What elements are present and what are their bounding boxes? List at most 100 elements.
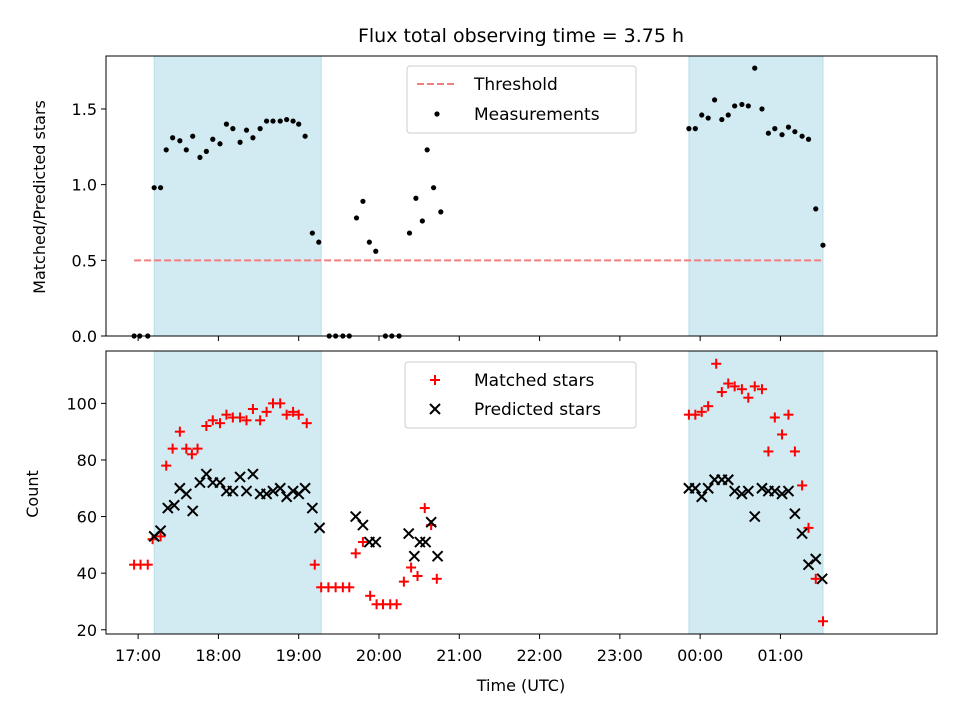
predicted-star-point (802, 558, 815, 571)
predicted-star-stroke-b (802, 558, 815, 571)
matched-star-point (690, 409, 701, 420)
matched-star-point (769, 412, 780, 423)
measurement-point (719, 116, 725, 123)
predicted-star-stroke-b (696, 491, 708, 503)
matched-stars-series (129, 358, 828, 627)
measurement-point (309, 230, 315, 236)
measurement-point (366, 239, 372, 245)
predicted-star-stroke-b (689, 482, 702, 494)
matched-star-point (763, 446, 774, 457)
top-x-axis-ticks (137, 336, 781, 341)
predicted-star-stroke-b (736, 488, 748, 500)
predicted-star-point (200, 468, 213, 480)
predicted-star-stroke-b (247, 468, 259, 480)
measurement-point (424, 147, 430, 153)
predicted-star-point (431, 550, 444, 562)
predicted-stars-series (148, 468, 828, 585)
measurement-point (302, 133, 308, 139)
measurement-point (230, 126, 236, 132)
matched-star-point (255, 415, 266, 426)
y-tick-label: 20 (77, 621, 97, 640)
predicted-star-stroke-b (274, 482, 286, 494)
predicted-star-point (702, 482, 714, 494)
measurement-point (419, 218, 425, 224)
matched-star-point (406, 562, 417, 573)
chart-title: Flux total observing time = 3.75 h (358, 25, 684, 47)
predicted-star-stroke-b (187, 505, 199, 517)
measurement-point (705, 115, 711, 121)
measurement-point (210, 136, 216, 142)
matched-star-point (391, 599, 402, 610)
matched-star-point (736, 384, 747, 395)
matched-star-point (789, 446, 800, 457)
predicted-star-stroke-b (776, 488, 788, 500)
legend-threshold-label: Threshold (473, 75, 558, 95)
predicted-star-point (267, 485, 279, 497)
measurement-point (270, 118, 276, 124)
predicted-star-point (722, 474, 734, 486)
measurement-point (765, 130, 771, 136)
matched-star-point (797, 480, 808, 491)
measurement-point (745, 103, 751, 109)
predicted-star-point (816, 573, 828, 585)
predicted-star-point (187, 505, 199, 517)
top-y-axis-ticks: 0.0 0.5 1.0 1.5 (72, 100, 106, 346)
matched-star-point (344, 582, 355, 593)
y-tick-label: 40 (77, 564, 97, 583)
y-tick-label: 1.0 (72, 176, 97, 195)
top-axes-frame (105, 55, 938, 337)
x-tick-label: 21:00 (436, 646, 482, 665)
measurement-point (406, 230, 413, 236)
measurement-point (413, 195, 419, 201)
predicted-star-point (260, 488, 273, 500)
predicted-star-stroke-b (287, 485, 299, 497)
matched-star-point (398, 576, 409, 587)
matched-star-point (696, 406, 707, 417)
legend-predicted-label: Predicted stars (474, 400, 601, 420)
measurement-point (157, 185, 164, 191)
predicted-star-stroke-b (234, 471, 246, 483)
predicted-star-stroke-b (162, 502, 174, 514)
measurement-point (373, 248, 379, 254)
predicted-star-point (194, 476, 206, 489)
y-tick-label: 100 (66, 394, 97, 413)
measurement-point (820, 242, 826, 248)
measurement-point (250, 135, 256, 141)
x-tick-label: 19:00 (276, 646, 322, 665)
matched-star-point (412, 570, 423, 581)
measurement-point (277, 118, 283, 124)
matched-star-point (365, 590, 376, 601)
measurement-point (739, 101, 745, 108)
x-tick-label: 22:00 (517, 646, 563, 665)
matched-star-point (247, 404, 258, 415)
predicted-star-stroke-b (749, 510, 761, 523)
bottom-y-axis-ticks: 20 40 60 80 100 (66, 394, 106, 640)
predicted-star-stroke-b (789, 508, 801, 520)
matched-star-point (817, 616, 828, 627)
y-tick-label: 60 (77, 508, 97, 527)
matched-star-point (729, 381, 740, 392)
measurement-point (183, 147, 189, 153)
predicted-star-stroke-b (194, 476, 206, 489)
predicted-star-point (234, 471, 246, 483)
x-tick-label: 23:00 (597, 646, 643, 665)
top-legend-box (406, 65, 637, 134)
measurement-point (813, 206, 819, 212)
matched-star-point (743, 392, 754, 403)
measurement-point (438, 209, 444, 215)
measurement-point (785, 124, 792, 130)
predicted-star-point (214, 476, 226, 489)
matched-star-point (309, 559, 320, 570)
predicted-star-stroke-b (810, 553, 822, 565)
predicted-star-stroke-b (313, 522, 326, 534)
predicted-star-point (154, 524, 167, 537)
observing-span (688, 350, 824, 635)
predicted-star-stroke-b (722, 474, 734, 486)
x-tick-label: 20:00 (356, 646, 402, 665)
matched-star-point (186, 449, 197, 460)
measurement-point (177, 138, 183, 144)
y-tick-label: 0.0 (72, 327, 97, 346)
predicted-star-point (162, 502, 174, 514)
predicted-star-stroke-b (306, 502, 319, 514)
top-y-axis-label: Matched/Predicted stars (30, 100, 49, 294)
